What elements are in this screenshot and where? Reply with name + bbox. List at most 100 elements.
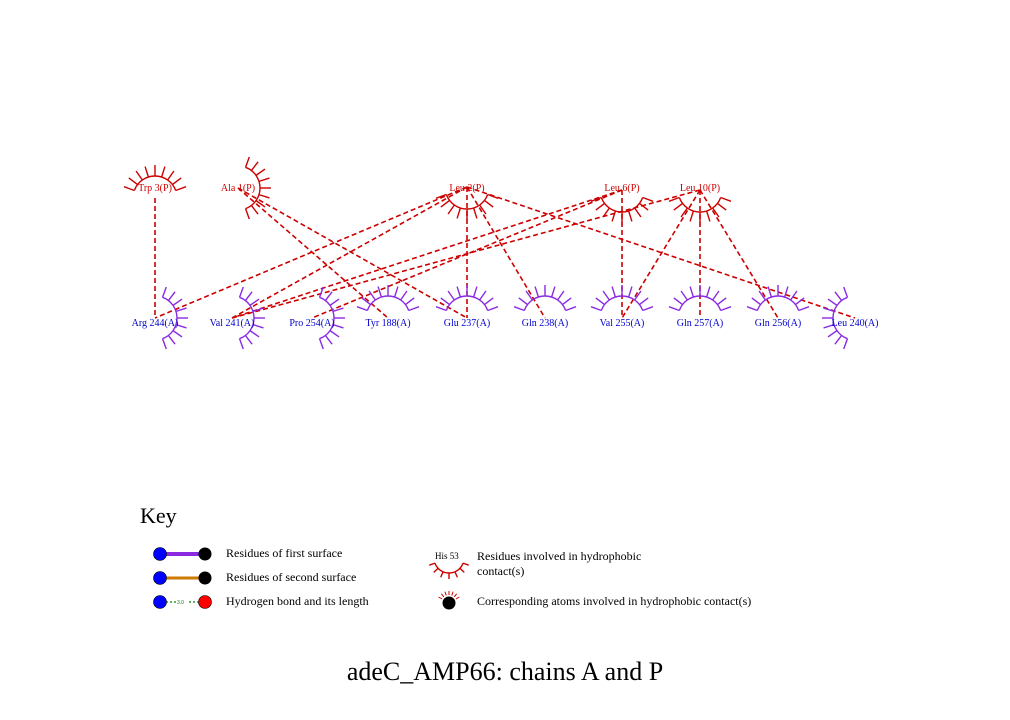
residue-arc-spike: [834, 291, 843, 301]
atoms-label: Corresponding atoms involved in hydropho…: [477, 594, 751, 608]
residue-arc-spike: [244, 208, 250, 220]
residue-label-leu240: Leu 240(A): [832, 318, 879, 329]
residue-arc-spike: [329, 298, 340, 306]
residue-label-leu2: Leu 2(P): [449, 183, 484, 194]
contact-line-ala1-tyr188: [237, 187, 389, 319]
residue-arc: [434, 562, 464, 574]
residue-label-glu237: Glu 237(A): [444, 318, 490, 329]
residue-arc-spike: [238, 286, 244, 298]
residue-arc-spike: [705, 286, 711, 298]
residue-arcs: Trp 3(P) Ala 1(P) Leu 2(P) Leu 6(P) Leu 10(P…: [123, 156, 879, 350]
residue-arc-spike: [332, 307, 344, 313]
residue-arc-spike: [244, 156, 250, 168]
residue-arc-spike: [565, 306, 577, 312]
residue-arc: [239, 296, 255, 340]
residue-label-val241: Val 241(A): [210, 318, 255, 329]
residue-arc-spike: [487, 193, 499, 199]
residue-label-gln256: Gln 256(A): [755, 318, 801, 329]
residue-label-pro254: Pro 254(A): [289, 318, 334, 329]
residue-pro254: Pro 254(A): [289, 286, 345, 350]
residue-arc-spike: [767, 286, 773, 298]
residue-arc-spike: [161, 338, 167, 350]
atom-rays-icon: [438, 591, 460, 600]
residue-arc-spike: [175, 323, 187, 329]
diagram-caption: adeC_AMP66: chains A and P: [347, 657, 663, 686]
residue-arc: [445, 295, 489, 311]
residue-arc-spike: [258, 193, 270, 199]
residue-arc-spike: [751, 297, 761, 306]
residue-arc-spike: [175, 186, 187, 192]
residue-arc-spike: [720, 306, 732, 312]
blue-atom-icon: [153, 547, 167, 561]
residue-arc-spike: [590, 306, 602, 312]
residue-arc-spike: [250, 205, 259, 215]
residue-arc-spike: [456, 207, 462, 219]
residue-arc-spike: [689, 286, 695, 298]
contact-line-leu6-val241: [231, 189, 623, 319]
residue-arc: [523, 295, 567, 311]
hydrophobic-label-line2: contact(s): [477, 564, 524, 578]
residue-arc-spike: [668, 196, 680, 202]
residue-arc-spike: [172, 298, 183, 306]
residue-arc-spike: [843, 286, 849, 298]
residue-arc: [366, 295, 410, 311]
residue-arc-spike: [249, 330, 260, 338]
residue-arc-spike: [440, 571, 444, 578]
residue-arc-spike: [712, 207, 720, 218]
residue-arc-spike: [318, 338, 324, 350]
residue-arc-spike: [823, 323, 835, 329]
red-atom-icon: [198, 595, 212, 609]
key-hbond: 3.0 Hydrogen bond and its length: [153, 594, 369, 609]
residue-arc-spike: [634, 290, 642, 301]
residue-val255: Val 255(A): [590, 285, 654, 329]
residue-arc-spike: [795, 297, 805, 306]
key-first-surface: Residues of first surface: [153, 546, 342, 561]
residue-arc-spike: [680, 207, 688, 218]
key-title: Key: [140, 503, 177, 528]
residue-arc-spike: [244, 291, 253, 301]
residue-arc: [133, 175, 177, 191]
residue-arc-spike: [433, 567, 439, 573]
residue-arg244: Arg 244(A): [132, 286, 188, 350]
residue-arc-spike: [435, 306, 447, 312]
hydrophobic-example-label: His 53: [435, 551, 459, 561]
residue-arc-spike: [167, 291, 176, 301]
residue-arc-spike: [250, 161, 259, 171]
residue-arc-spike: [244, 335, 253, 345]
residue-arc-spike: [602, 207, 610, 218]
residue-arc-spike: [717, 202, 727, 211]
residue-arc: [319, 296, 335, 340]
residue-arc-spike: [135, 170, 143, 181]
residue-arc-spike: [525, 290, 533, 301]
residue-arc-spike: [627, 286, 633, 298]
residue-arc-spike: [128, 177, 138, 186]
residue-arc-spike: [167, 335, 176, 345]
residue-val241: Val 241(A): [210, 286, 265, 350]
residue-arc-spike: [487, 306, 499, 312]
residue-arc-spike: [712, 290, 720, 301]
contact-line-leu10-gln256: [699, 189, 779, 319]
residue-arc-spike: [705, 210, 711, 222]
residue-arc-spike: [324, 335, 333, 345]
atom-ray: [444, 591, 447, 596]
residue-arc-spike: [611, 210, 617, 222]
residue-arc-spike: [689, 210, 695, 222]
residue-arc-spike: [447, 290, 455, 301]
residue-arc-spike: [717, 297, 727, 306]
residue-arc-spike: [479, 204, 487, 215]
residue-arc-spike: [472, 286, 478, 298]
residue-arc-spike: [238, 338, 244, 350]
residue-arc-spike: [557, 290, 565, 301]
residue-leu2: Leu 2(P): [435, 183, 499, 220]
residue-label-trp3: Trp 3(P): [138, 183, 172, 194]
residue-gln256: Gln 256(A): [746, 285, 810, 329]
key-hydrophobic: His 53 Residues involved in hydrophobic …: [429, 549, 641, 579]
residue-arc-spike: [429, 562, 436, 566]
residue-arc: [756, 295, 800, 311]
contact-line-ala1-glu237: [237, 187, 468, 319]
hydrophobic-arc-icon: [429, 562, 469, 579]
residue-arc-spike: [550, 286, 556, 298]
residue-arc-spike: [790, 290, 798, 301]
residue-arc-spike: [447, 204, 455, 215]
residue-arc-spike: [673, 297, 683, 306]
